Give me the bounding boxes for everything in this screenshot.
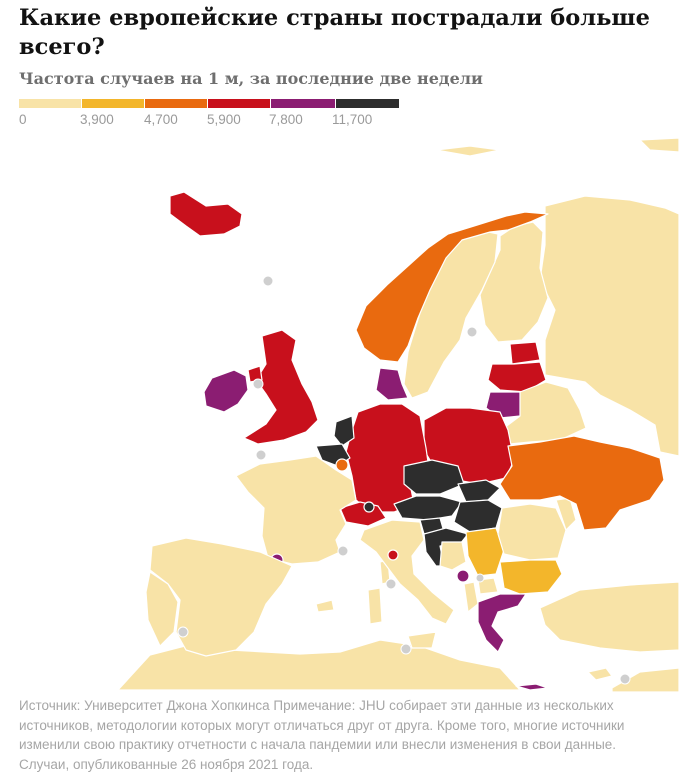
country-croatia — [423, 527, 469, 567]
legend-swatch-0 — [19, 99, 81, 108]
legend-tick-4: 7,800 — [269, 112, 303, 127]
legend-tick-1: 3,900 — [80, 112, 114, 127]
country-uk-northern-ireland — [247, 365, 263, 383]
country-turkey — [539, 581, 679, 653]
legend-swatch-2 — [145, 99, 207, 108]
no-data-marker — [255, 449, 267, 461]
country-russia-north-islands — [435, 137, 679, 157]
country-ukraine — [499, 435, 665, 531]
no-data-marker — [262, 275, 274, 287]
country-greece-crete — [515, 683, 549, 691]
no-data-marker — [177, 626, 189, 638]
country-cyprus — [587, 667, 613, 681]
country-north-africa — [117, 639, 521, 691]
legend-tick-3: 5,900 — [207, 112, 241, 127]
country-bulgaria — [499, 559, 563, 595]
country-italy — [359, 519, 455, 625]
country-iceland — [169, 191, 243, 237]
country-albania — [463, 581, 479, 613]
country-russia — [539, 195, 679, 457]
country-montenegro — [456, 569, 470, 583]
europe-map — [117, 137, 679, 692]
country-italy-sicily — [407, 631, 437, 649]
country-spain — [149, 537, 293, 657]
country-slovakia — [457, 479, 501, 503]
country-denmark — [375, 367, 409, 401]
no-data-marker — [252, 378, 264, 390]
no-data-marker — [475, 573, 485, 583]
country-liechtenstein — [363, 501, 375, 513]
country-italy-sardinia — [367, 587, 383, 625]
country-ireland — [203, 369, 249, 413]
color-legend: 0 3,900 4,700 5,900 7,800 11,700 — [19, 99, 409, 129]
legend-swatch-5 — [336, 99, 399, 108]
country-hungary — [453, 499, 503, 533]
legend-swatch-3 — [208, 99, 270, 108]
country-san-marino — [387, 549, 399, 561]
country-north-macedonia — [477, 577, 499, 595]
no-data-marker — [385, 578, 397, 590]
country-bosnia — [439, 541, 467, 571]
source-note: Источник: Университет Джона Хопкинса При… — [19, 698, 625, 772]
no-data-marker — [337, 545, 349, 557]
country-spain-islands — [315, 599, 335, 613]
country-estonia — [509, 341, 541, 365]
legend-tick-2: 4,700 — [144, 112, 178, 127]
country-czechia — [403, 459, 465, 495]
country-greece — [477, 593, 527, 653]
legend-swatch-4 — [271, 99, 335, 108]
legend-tick-0: 0 — [19, 112, 27, 127]
chart-subtitle: Частота случаев на 1 м, за последние две… — [19, 69, 483, 88]
legend-tick-5: 11,700 — [332, 112, 373, 127]
legend-swatch-1 — [82, 99, 144, 108]
country-portugal — [145, 571, 179, 647]
country-france — [235, 455, 357, 565]
country-austria — [393, 495, 463, 521]
country-netherlands — [333, 415, 355, 447]
no-data-marker — [619, 673, 631, 685]
country-norway — [355, 211, 549, 363]
country-serbia — [465, 527, 505, 577]
no-data-marker — [466, 326, 478, 338]
country-romania — [497, 503, 567, 561]
chart-title: Какие европейские страны пострадали боль… — [19, 5, 650, 60]
country-turkey-east — [611, 667, 679, 692]
country-luxembourg — [335, 458, 349, 472]
no-data-marker — [400, 643, 412, 655]
